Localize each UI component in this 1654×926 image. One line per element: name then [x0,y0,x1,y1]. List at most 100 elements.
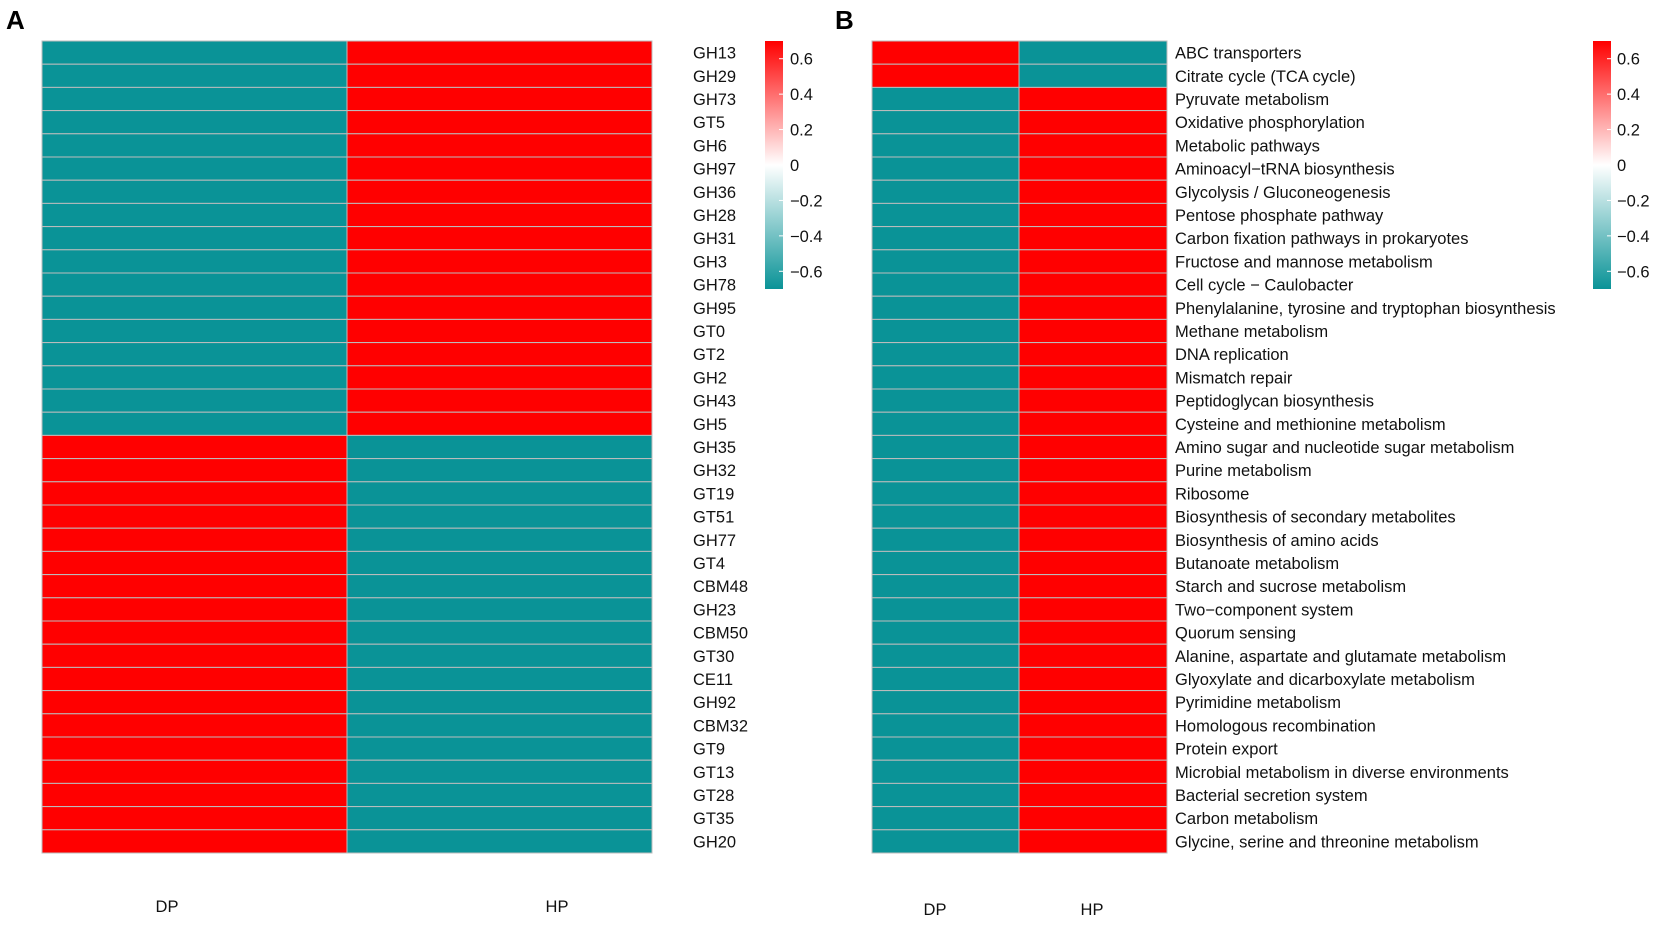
row-label: Aminoacyl−tRNA biosynthesis [1175,161,1395,179]
heatmap-cell [1018,504,1168,529]
row-label: CBM48 [693,578,748,596]
row-label: GH97 [693,161,736,179]
row-label: Carbon fixation pathways in prokaryotes [1175,230,1469,248]
row-label: Oxidative phosphorylation [1175,114,1365,132]
colorbar-tick-label: 0.2 [1617,122,1640,140]
heatmap-cell [1018,295,1168,320]
heatmap-cell [346,782,653,808]
heatmap-cell [1018,574,1168,599]
heatmap-cell [41,597,348,622]
heatmap-cell [41,342,348,367]
colorbar-tick-label: −0.2 [790,192,823,210]
row-label: GT4 [693,555,725,573]
heatmap-cell [1018,388,1168,413]
row-label: GH77 [693,532,736,550]
heatmap-cell [41,550,348,576]
row-label: GH23 [693,601,736,619]
heatmap-cell [1018,620,1168,645]
heatmap-cell [1018,806,1168,831]
heatmap-cell [41,86,348,112]
row-label: Carbon metabolism [1175,810,1318,828]
heatmap-cell [41,156,348,181]
heatmap-cell [346,481,653,506]
heatmap-cell [1018,63,1168,88]
heatmap-cell [346,574,653,599]
colorbar-tick-label: −0.4 [790,228,823,246]
heatmap-cell [871,318,1020,344]
heatmap-cell [41,782,348,808]
panel-label-a: A [6,5,25,35]
heatmap-cell [346,504,653,529]
heatmap-cell [41,365,348,390]
column-label-dp: DP [156,898,179,916]
heatmap-cell [346,86,653,112]
heatmap-cell [41,249,348,274]
heatmap-cell [1018,40,1168,65]
heatmap-cell [871,806,1020,831]
row-label: GH28 [693,207,736,225]
heatmap-cell [346,597,653,622]
colorbar-tick-label: 0.6 [1617,51,1640,69]
colorbar-tick-label: −0.6 [790,263,823,281]
heatmap-cell [41,736,348,761]
heatmap-cell [346,666,653,692]
heatmap-cell [41,226,348,251]
row-label: Purine metabolism [1175,462,1312,480]
heatmap-cell [346,318,653,344]
heatmap-cell [1018,179,1168,204]
heatmap-cell [41,574,348,599]
row-label: CE11 [693,671,733,689]
heatmap-cell [41,388,348,413]
row-label: CBM32 [693,717,748,735]
row-label: GT13 [693,764,734,782]
row-label: Pentose phosphate pathway [1175,207,1384,225]
row-label: GH31 [693,230,736,248]
colorbar [765,41,783,289]
row-label: GT0 [693,323,725,341]
row-label: GT30 [693,648,734,666]
heatmap-cell [871,713,1020,738]
heatmap-cell [1018,690,1168,715]
heatmap-cell [346,110,653,135]
heatmap-cell [1018,759,1168,784]
row-label: GH29 [693,68,736,86]
heatmap-cell [1018,829,1168,854]
heatmap-cell [871,759,1020,784]
heatmap-cell [871,481,1020,506]
heatmap-cell [1018,202,1168,228]
heatmap-cell [1018,550,1168,576]
colorbar-tick-label: −0.2 [1617,192,1650,210]
heatmap-cell [346,736,653,761]
row-label: Quorum sensing [1175,625,1296,643]
row-label: Starch and sucrose metabolism [1175,578,1406,596]
row-label: GH13 [693,45,736,63]
heatmap-cell [871,434,1020,460]
heatmap-cell [1018,318,1168,344]
row-label: GH73 [693,91,736,109]
row-label: DNA replication [1175,346,1289,364]
row-label: Homologous recombination [1175,717,1376,735]
heatmap-cell [1018,110,1168,135]
row-label: Fructose and mannose metabolism [1175,253,1433,271]
heatmap-cell [871,458,1020,483]
row-label: Mismatch repair [1175,369,1293,387]
heatmap-cell [346,179,653,204]
heatmap-cell [41,829,348,854]
heatmap-cell [346,411,653,436]
colorbar-tick-label: 0.6 [790,51,813,69]
row-label: Peptidoglycan biosynthesis [1175,393,1374,411]
row-label: Bacterial secretion system [1175,787,1368,805]
row-label: Biosynthesis of amino acids [1175,532,1379,550]
heatmap-cell [346,713,653,738]
heatmap-cell [1018,782,1168,808]
heatmap-cell [346,226,653,251]
heatmap-cell [1018,481,1168,506]
panel-label-b: B [835,5,854,35]
heatmap-cell [1018,527,1168,552]
heatmap-cell [871,202,1020,228]
row-label: GT9 [693,741,725,759]
heatmap-cell [346,156,653,181]
heatmap-cell [346,388,653,413]
heatmap-cell [346,365,653,390]
